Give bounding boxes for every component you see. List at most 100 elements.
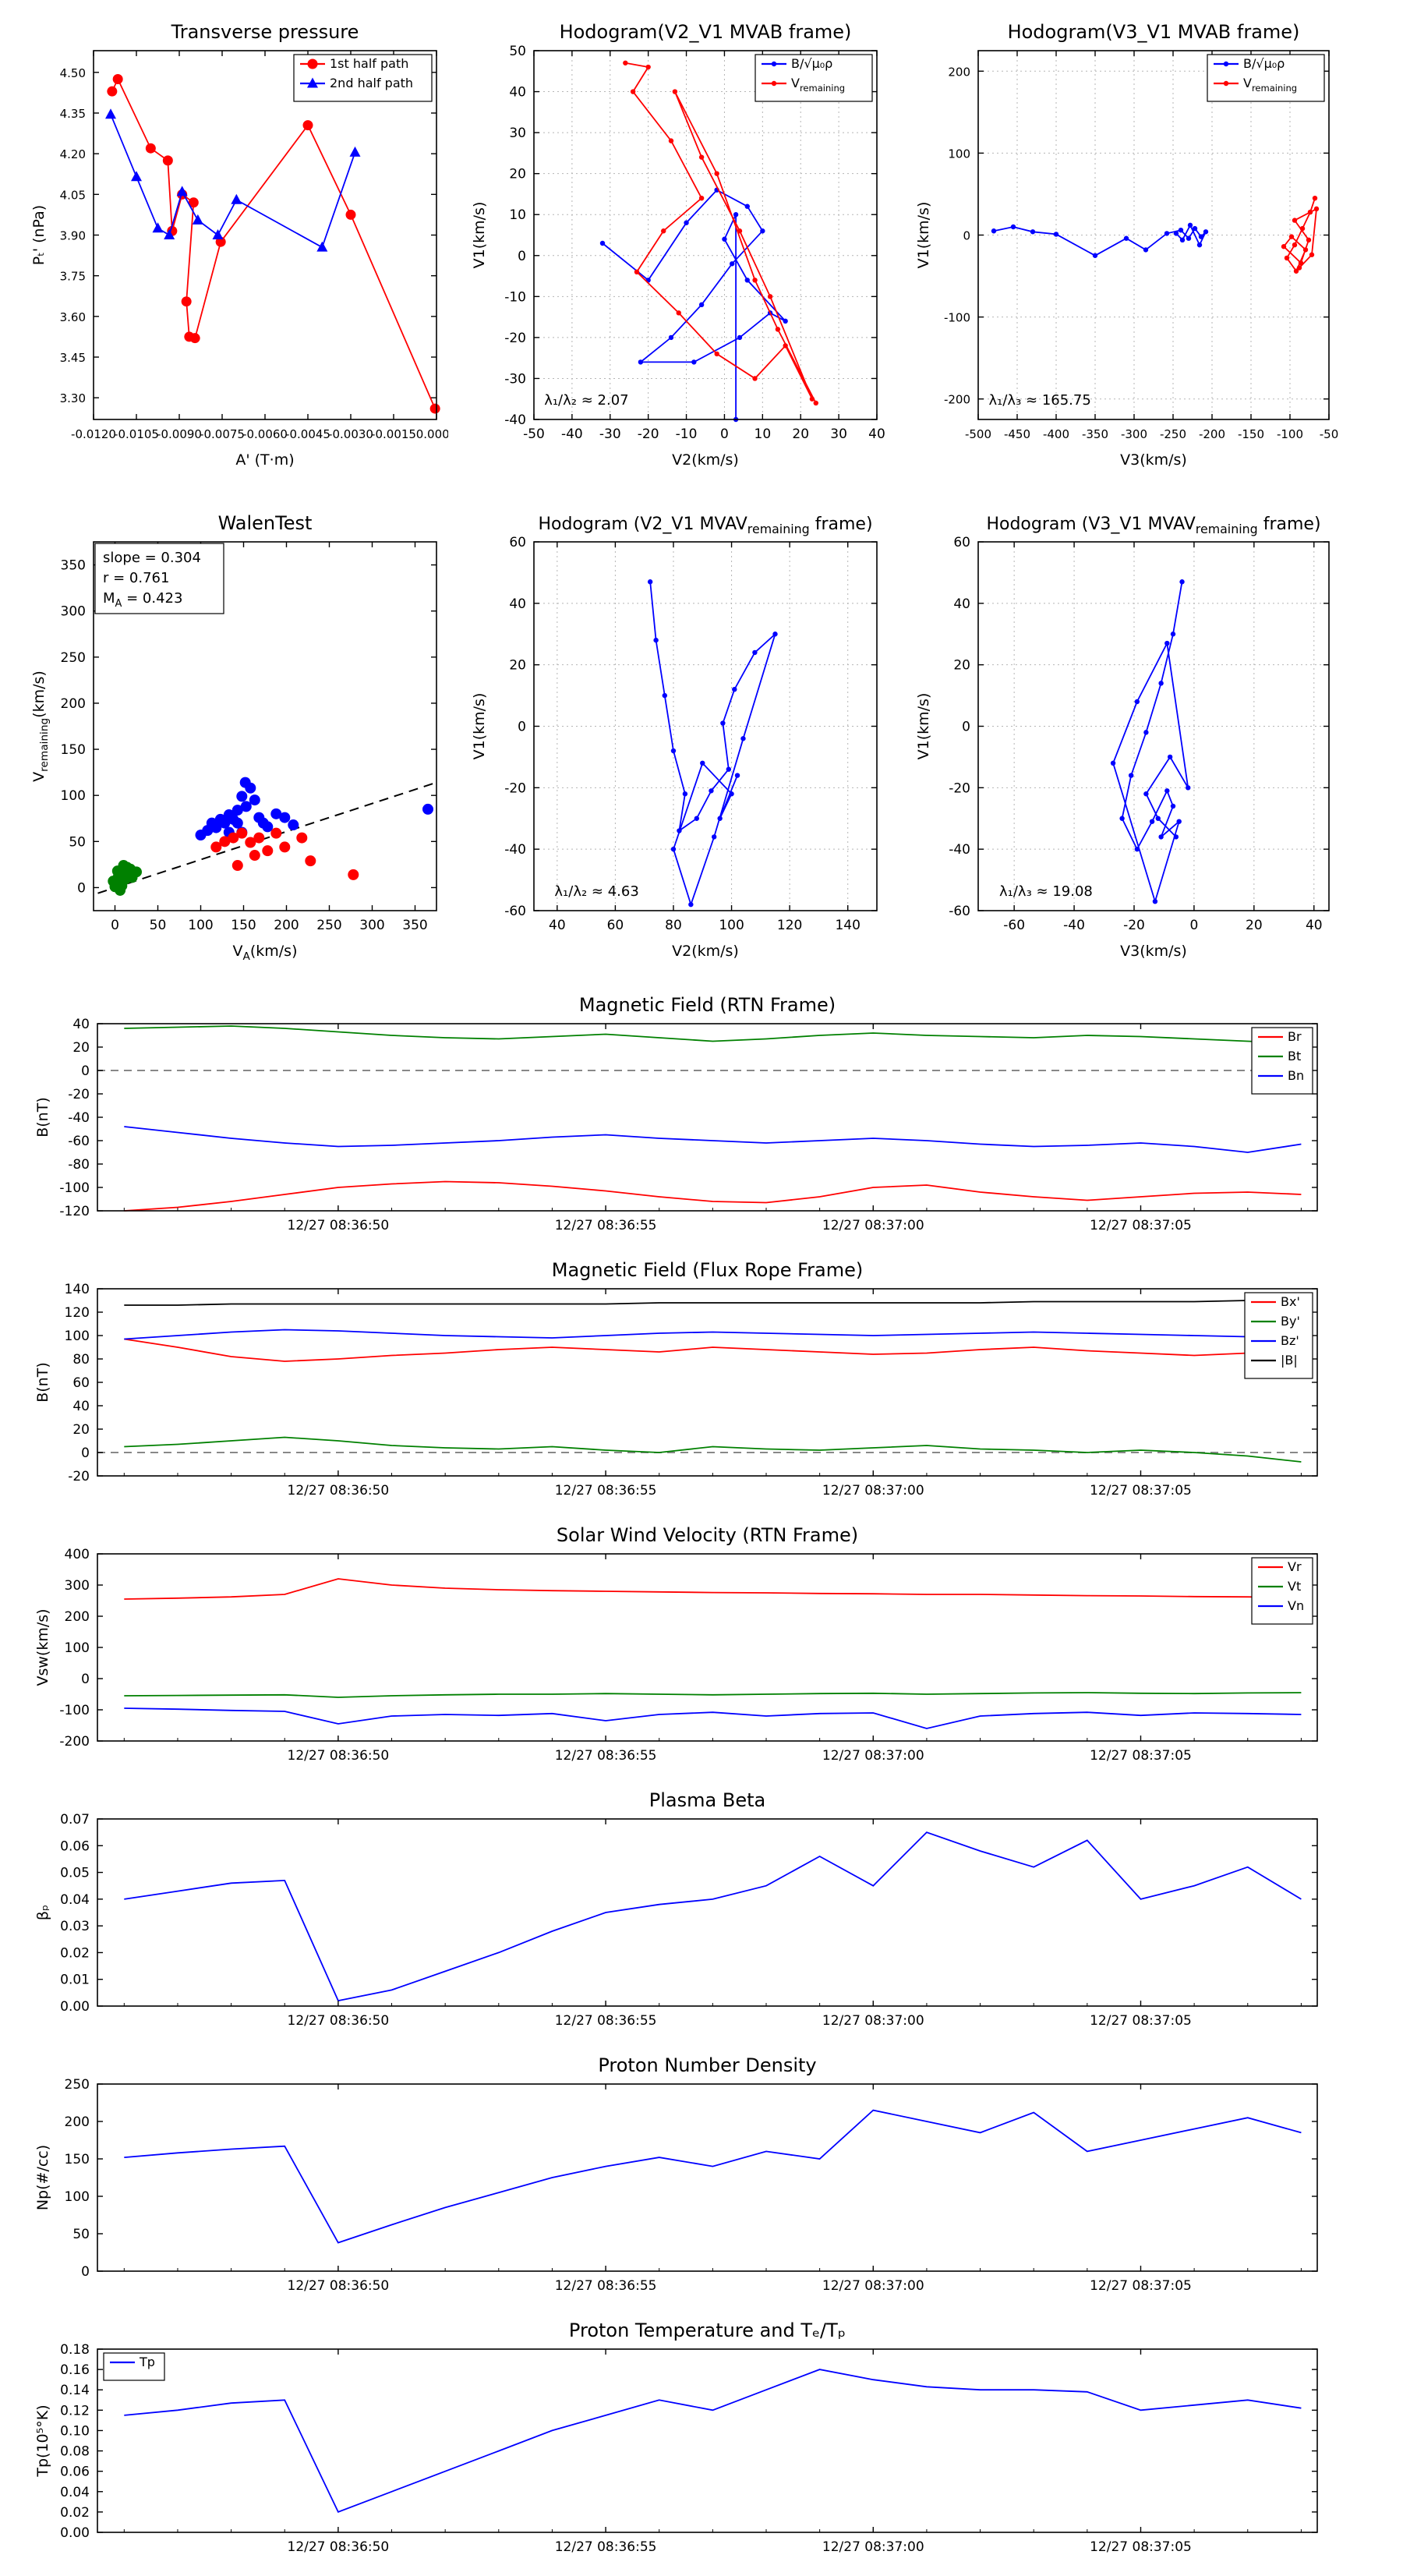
- svg-text:20: 20: [72, 1040, 90, 1056]
- svg-text:0: 0: [962, 720, 970, 735]
- svg-text:50: 50: [69, 834, 86, 850]
- svg-text:4.05: 4.05: [60, 188, 86, 202]
- svg-text:0.06: 0.06: [60, 2465, 90, 2480]
- svg-text:50: 50: [509, 44, 526, 59]
- svg-text:0.04: 0.04: [60, 2485, 90, 2500]
- svg-text:40: 40: [549, 918, 566, 933]
- svg-text:400: 400: [65, 1547, 90, 1562]
- svg-text:-40: -40: [504, 412, 526, 428]
- hodogram-v3v1-mvab-plot: -500 -450 -400 -350 -300 -250 -200 -150 -100 -50 -…: [915, 21, 1339, 469]
- chart-transverse-pressure: -0.0120 -0.0105 -0.0090 -0.0075 -0.0060 -0.00…: [23, 12, 457, 494]
- svg-text:0: 0: [81, 1063, 90, 1079]
- svg-text:12/27 08:36:50: 12/27 08:36:50: [288, 2539, 390, 2555]
- svg-text:Vn: Vn: [1288, 1598, 1304, 1613]
- svg-text:V3(km/s): V3(km/s): [1120, 943, 1187, 960]
- svg-text:V1(km/s): V1(km/s): [471, 693, 488, 760]
- svg-text:-40: -40: [504, 842, 526, 858]
- svg-text:-30: -30: [599, 426, 621, 442]
- svg-text:150: 150: [231, 918, 256, 933]
- svg-text:3.30: 3.30: [60, 391, 86, 405]
- svg-text:-20: -20: [504, 780, 526, 796]
- svg-text:Magnetic Field (Flux Rope Fram: Magnetic Field (Flux Rope Frame): [552, 1259, 863, 1281]
- svg-text:12/27 08:36:55: 12/27 08:36:55: [555, 2539, 657, 2555]
- svg-text:Bx': Bx': [1281, 1294, 1300, 1309]
- svg-text:40: 40: [953, 596, 970, 612]
- svg-text:250: 250: [65, 2077, 90, 2093]
- svg-text:300: 300: [65, 1578, 90, 1594]
- svg-text:-150: -150: [1238, 427, 1264, 441]
- svg-text:-0.0105: -0.0105: [114, 427, 159, 441]
- svg-text:3.75: 3.75: [60, 270, 86, 284]
- svg-text:|B|: |B|: [1281, 1353, 1298, 1368]
- svg-text:Hodogram (V3_V1 MVAVremaining: Hodogram (V3_V1 MVAVremaining frame): [986, 515, 1320, 536]
- svg-text:40: 40: [1306, 918, 1323, 933]
- svg-text:Plasma Beta: Plasma Beta: [649, 1789, 765, 1811]
- svg-text:60: 60: [607, 918, 624, 933]
- svg-text:-200: -200: [944, 393, 970, 407]
- svg-text:4.20: 4.20: [60, 147, 86, 161]
- svg-text:-200: -200: [1199, 427, 1225, 441]
- svg-text:-0.0045: -0.0045: [285, 427, 330, 441]
- svg-text:40: 40: [72, 1399, 90, 1414]
- svg-text:-40: -40: [949, 842, 970, 858]
- svg-text:12/27 08:36:50: 12/27 08:36:50: [288, 2278, 390, 2294]
- svg-text:0.08: 0.08: [60, 2444, 90, 2460]
- svg-text:0: 0: [81, 1445, 90, 1461]
- svg-text:100: 100: [65, 2189, 90, 2205]
- svg-text:0.16: 0.16: [60, 2362, 90, 2378]
- svg-text:Bz': Bz': [1281, 1333, 1299, 1348]
- svg-text:Np(#/cc): Np(#/cc): [34, 2145, 51, 2210]
- svg-text:12/27 08:37:05: 12/27 08:37:05: [1090, 1218, 1192, 1233]
- svg-text:Solar Wind Velocity (RTN Frame: Solar Wind Velocity (RTN Frame): [557, 1524, 858, 1546]
- svg-text:10: 10: [755, 426, 772, 442]
- svg-text:0: 0: [518, 720, 526, 735]
- svg-text:12/27 08:36:50: 12/27 08:36:50: [288, 1748, 390, 1764]
- svg-text:0.06: 0.06: [60, 1838, 90, 1854]
- svg-text:50: 50: [72, 2227, 90, 2242]
- svg-text:0.00: 0.00: [60, 2525, 90, 2541]
- svg-text:-0.0090: -0.0090: [157, 427, 202, 441]
- svg-text:12/27 08:36:55: 12/27 08:36:55: [555, 1483, 657, 1499]
- svg-text:λ₁/λ₂ ≈ 2.07: λ₁/λ₂ ≈ 2.07: [544, 392, 628, 409]
- svg-text:350: 350: [402, 918, 427, 933]
- transverse-pressure-plot: -0.0120-0.0105-0.0090-0.0075-0.0060-0.00…: [30, 21, 457, 469]
- svg-text:1st half path: 1st half path: [330, 56, 408, 71]
- svg-text:12/27 08:37:00: 12/27 08:37:00: [822, 2013, 924, 2029]
- svg-text:Vsw(km/s): Vsw(km/s): [34, 1608, 51, 1686]
- svg-text:-40: -40: [1063, 918, 1085, 933]
- svg-text:12/27 08:37:00: 12/27 08:37:00: [822, 1748, 924, 1764]
- svg-text:-50: -50: [1320, 427, 1339, 441]
- svg-text:4.50: 4.50: [60, 66, 86, 80]
- svg-text:12/27 08:37:05: 12/27 08:37:05: [1090, 2013, 1192, 2029]
- svg-text:B(nT): B(nT): [34, 1362, 51, 1403]
- svg-text:-20: -20: [1123, 918, 1145, 933]
- svg-text:λ₁/λ₃ ≈ 19.08: λ₁/λ₃ ≈ 19.08: [999, 883, 1093, 900]
- svg-text:V2(km/s): V2(km/s): [672, 943, 739, 960]
- svg-text:VA(km/s): VA(km/s): [233, 943, 298, 963]
- svg-text:-100: -100: [1277, 427, 1303, 441]
- svg-text:-60: -60: [1003, 918, 1025, 933]
- svg-text:100: 100: [188, 918, 213, 933]
- chart-hodogram-v2v1-mvav: 40 60 80 100 120 140 -60 -40 -20 0 20 40 60 Hodogram …: [464, 503, 889, 985]
- svg-text:λ₁/λ₂ ≈ 4.63: λ₁/λ₂ ≈ 4.63: [554, 883, 638, 900]
- svg-text:-500: -500: [965, 427, 991, 441]
- svg-text:60: 60: [509, 535, 526, 550]
- svg-text:20: 20: [72, 1422, 90, 1438]
- svg-text:140: 140: [835, 918, 860, 933]
- walen-test-plot: 0 50 100 150 200 250 300 350 0 50 100 150 200 250 300 3…: [30, 512, 437, 963]
- svg-text:B/√μ₀ρ: B/√μ₀ρ: [791, 56, 832, 71]
- svg-text:-200: -200: [59, 1734, 90, 1750]
- svg-text:140: 140: [65, 1282, 90, 1297]
- chart-magnetic-field-fluxrope: 12/27 08:36:50 12/27 08:36:55 12/27 08:37:…: [23, 1251, 1341, 1516]
- mf-fluxrope-plot: 12/27 08:36:50 12/27 08:36:55 12/27 08:37:…: [34, 1259, 1318, 1499]
- svg-text:350: 350: [61, 558, 86, 574]
- svg-text:20: 20: [509, 167, 526, 182]
- svg-text:12/27 08:36:55: 12/27 08:36:55: [555, 2278, 657, 2294]
- chart-hodogram-v3v1-mvab: -500 -450 -400 -350 -300 -250 -200 -150 -100 -50 -…: [904, 12, 1341, 494]
- svg-text:30: 30: [509, 126, 526, 141]
- svg-text:200: 200: [61, 696, 86, 712]
- svg-text:12/27 08:36:55: 12/27 08:36:55: [555, 1748, 657, 1764]
- svg-text:Br: Br: [1288, 1029, 1302, 1044]
- svg-text:20: 20: [953, 658, 970, 674]
- svg-text:-350: -350: [1082, 427, 1108, 441]
